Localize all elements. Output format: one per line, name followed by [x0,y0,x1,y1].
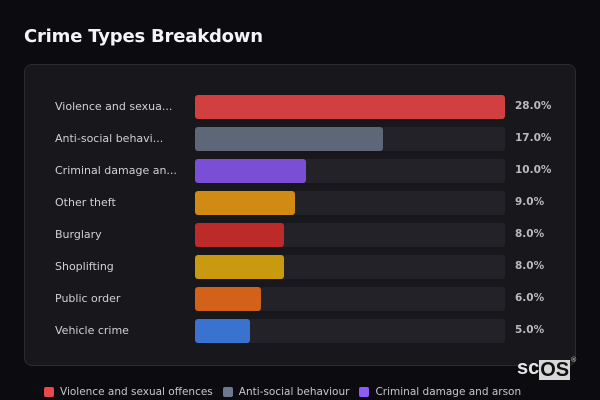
bar[interactable] [195,223,284,247]
bar-value: 8.0% [515,260,545,272]
legend-item[interactable]: Violence and sexual offences [44,386,213,398]
bar-track [195,191,505,215]
bar-value: 9.0% [515,196,545,208]
legend-item[interactable]: Criminal damage and arson [359,386,521,398]
legend-label: Criminal damage and arson [375,386,522,398]
bar-value: 5.0% [515,324,545,336]
bar-row: Shoplifting 8.0% [25,255,577,281]
legend-swatch-icon [359,387,370,397]
bar-track [195,127,505,151]
bar-label: Burglary [55,228,102,241]
bar-value: 6.0% [515,292,545,304]
legend-swatch-icon [44,387,54,397]
bar-value: 28.0% [515,100,552,112]
bar-track [195,223,505,247]
bar[interactable] [195,287,262,311]
bar-row: Criminal damage an... 10.0% [25,159,577,185]
legend-swatch-icon [222,387,233,397]
bar[interactable] [195,127,384,151]
bar-row: Violence and sexua... 28.0% [25,95,577,121]
bar-label: Other theft [55,196,116,209]
bar-label: Public order [55,292,121,305]
bar-value: 17.0% [515,132,552,144]
legend-label: Violence and sexual offences [60,386,213,398]
chart-title: Crime Types Breakdown [24,26,263,47]
bar-row: Burglary 8.0% [25,223,577,249]
bar-track [195,319,505,343]
bar-row: Public order 6.0% [25,287,577,313]
bar-row: Anti-social behavi... 17.0% [25,127,577,153]
bar-value: 8.0% [515,228,545,240]
bar-label: Shoplifting [55,260,114,273]
bar[interactable] [195,191,295,215]
legend-item[interactable]: Anti-social behaviour [222,386,350,398]
bar-row: Vehicle crime 5.0% [25,319,577,345]
registered-mark: ® [571,357,577,364]
bar-track [195,255,505,279]
bar-label: Anti-social behavi... [55,132,164,145]
watermark-logo: sc OS ® [517,357,576,380]
bar[interactable] [195,319,251,343]
logo-text-os: OS [539,359,571,381]
bar[interactable] [195,95,505,119]
bar-label: Criminal damage an... [55,164,177,177]
chart-legend: Violence and sexual offences Anti-social … [44,386,521,398]
logo-text-sc: sc [517,357,540,379]
bar-value: 10.0% [515,164,552,176]
legend-label: Anti-social behaviour [238,386,350,398]
bar-track [195,95,505,119]
bar[interactable] [195,255,284,279]
bar[interactable] [195,159,306,183]
bar-label: Violence and sexua... [55,100,173,113]
bar-label: Vehicle crime [55,324,129,337]
chart-panel: Violence and sexua... 28.0% Anti-social be… [24,64,576,366]
bar-track [195,159,505,183]
bar-track [195,287,505,311]
bar-row: Other theft 9.0% [25,191,577,217]
